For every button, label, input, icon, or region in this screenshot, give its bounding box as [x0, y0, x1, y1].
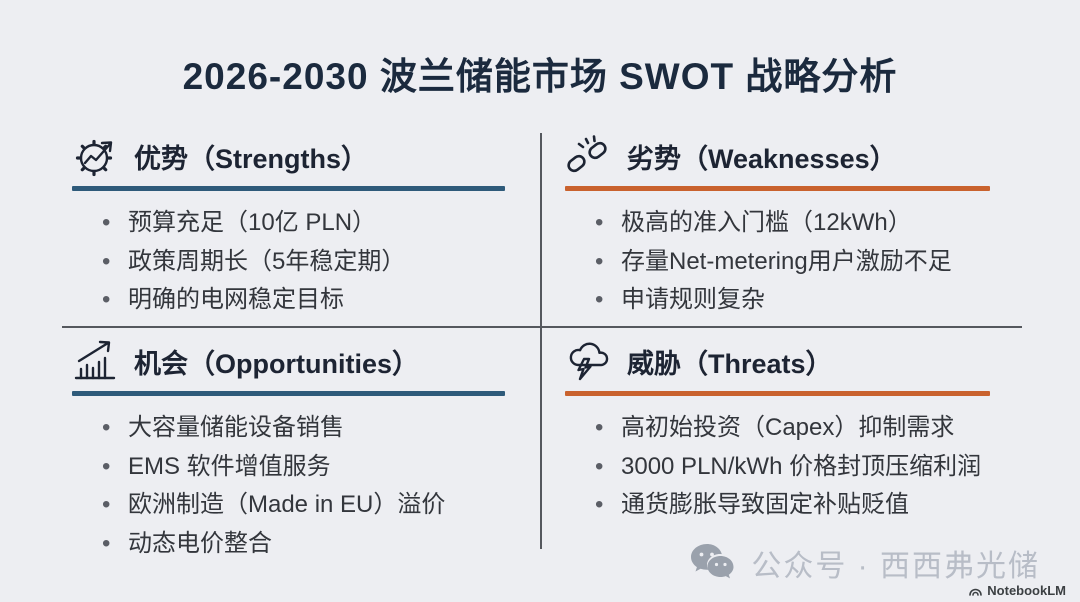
- list-item: 极高的准入门槛（12kWh）: [595, 204, 990, 243]
- threats-list: 高初始投资（Capex）抑制需求 3000 PLN/kWh 价格封顶压缩利润 通…: [565, 409, 990, 525]
- storm-cloud-icon: [565, 337, 613, 385]
- watermark-label: 公众号 · 西西弗光储: [751, 550, 1040, 583]
- growth-chart-icon: [72, 337, 120, 385]
- weaknesses-heading: 劣势（Weaknesses）: [627, 143, 897, 174]
- strengths-underline: [72, 186, 505, 191]
- horizontal-divider: [62, 326, 1022, 328]
- list-item: 政策周期长（5年稳定期）: [102, 243, 505, 282]
- weaknesses-list: 极高的准入门槛（12kWh） 存量Net-metering用户激励不足 申请规则…: [565, 204, 990, 320]
- strengths-header: 优势（Strengths）: [72, 132, 505, 180]
- list-item: 欧洲制造（Made in EU）溢价: [102, 486, 505, 525]
- weaknesses-header: 劣势（Weaknesses）: [565, 132, 990, 180]
- list-item: 存量Net-metering用户激励不足: [595, 243, 990, 282]
- page-title: 2026-2030 波兰储能市场 SWOT 战略分析: [182, 56, 898, 97]
- list-item: 申请规则复杂: [595, 281, 990, 320]
- vertical-divider: [540, 133, 542, 549]
- quadrant-threats: 威胁（Threats） 高初始投资（Capex）抑制需求 3000 PLN/kW…: [565, 337, 990, 525]
- notebooklm-brand: NotebookLM: [968, 583, 1066, 598]
- list-item: 3000 PLN/kWh 价格封顶压缩利润: [595, 448, 990, 487]
- threats-heading: 威胁（Threats）: [627, 348, 833, 379]
- list-item: 高初始投资（Capex）抑制需求: [595, 409, 990, 448]
- gear-growth-icon: [72, 132, 120, 180]
- opportunities-list: 大容量储能设备销售 EMS 软件增值服务 欧洲制造（Made in EU）溢价 …: [72, 409, 505, 563]
- list-item: 明确的电网稳定目标: [102, 281, 505, 320]
- threats-header: 威胁（Threats）: [565, 337, 990, 385]
- quadrant-strengths: 优势（Strengths） 预算充足（10亿 PLN） 政策周期长（5年稳定期）…: [72, 132, 505, 320]
- watermark: 公众号 · 西西弗光储: [689, 541, 1040, 585]
- broken-chain-icon: [565, 132, 613, 180]
- list-item: 大容量储能设备销售: [102, 409, 505, 448]
- notebooklm-icon: [968, 584, 983, 597]
- opportunities-header: 机会（Opportunities）: [72, 337, 505, 385]
- strengths-list: 预算充足（10亿 PLN） 政策周期长（5年稳定期） 明确的电网稳定目标: [72, 204, 505, 320]
- opportunities-underline: [72, 391, 505, 396]
- list-item: 动态电价整合: [102, 525, 505, 564]
- quadrant-opportunities: 机会（Opportunities） 大容量储能设备销售 EMS 软件增值服务 欧…: [72, 337, 505, 563]
- opportunities-heading: 机会（Opportunities）: [134, 348, 419, 379]
- list-item: EMS 软件增值服务: [102, 448, 505, 487]
- threats-underline: [565, 391, 990, 396]
- strengths-heading: 优势（Strengths）: [134, 143, 369, 174]
- wechat-icon: [689, 542, 739, 584]
- weaknesses-underline: [565, 186, 990, 191]
- list-item: 预算充足（10亿 PLN）: [102, 204, 505, 243]
- notebooklm-label: NotebookLM: [987, 583, 1066, 598]
- list-item: 通货膨胀导致固定补贴贬值: [595, 486, 990, 525]
- quadrant-weaknesses: 劣势（Weaknesses） 极高的准入门槛（12kWh） 存量Net-mete…: [565, 132, 990, 320]
